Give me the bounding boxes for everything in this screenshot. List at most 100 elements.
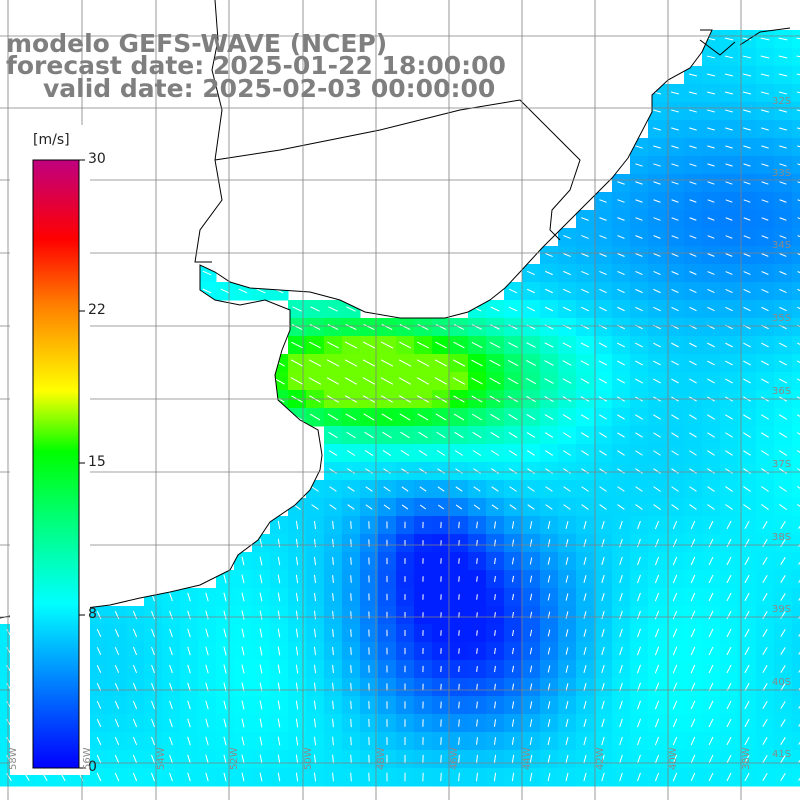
wind-arrow <box>295 736 299 746</box>
wind-arrow <box>580 306 590 312</box>
wind-arrow <box>562 414 572 420</box>
wind-arrow <box>526 306 536 312</box>
wind-arrow <box>707 468 715 474</box>
wind-arrow <box>689 253 697 257</box>
wind-arrow <box>398 359 412 367</box>
wind-arrow <box>259 772 263 782</box>
wind-arrow <box>544 378 554 384</box>
wind-arrow <box>169 772 173 782</box>
wind-arrow <box>635 181 643 185</box>
wind-arrow <box>654 736 660 746</box>
wind-arrow <box>583 520 587 530</box>
wind-arrow <box>295 556 299 566</box>
wind-arrow <box>350 736 352 746</box>
wind-arrow <box>671 253 679 257</box>
wind-arrow <box>583 700 587 710</box>
wind-arrow <box>742 91 752 95</box>
wind-arrow <box>779 342 787 348</box>
wind-arrow <box>635 217 643 221</box>
wind-arrow <box>617 181 625 185</box>
wind-arrow <box>599 504 607 510</box>
wind-arrow <box>350 700 352 710</box>
wind-arrow <box>435 341 447 349</box>
wind-arrow <box>259 592 263 602</box>
wind-arrow <box>313 556 317 566</box>
wind-arrow <box>223 592 227 602</box>
wind-arrow <box>527 270 535 276</box>
wind-arrow <box>726 736 732 746</box>
wind-arrow <box>744 538 750 548</box>
wind-arrow <box>637 556 641 566</box>
colorbar-label-30: 30 <box>88 151 106 167</box>
wind-arrow <box>493 772 497 782</box>
wind-arrow <box>329 504 337 510</box>
wind-arrow <box>512 629 514 637</box>
wind-arrow <box>744 574 750 584</box>
wind-cell <box>792 480 800 499</box>
wind-arrow <box>529 719 533 727</box>
wind-arrow <box>350 539 352 547</box>
wind-arrow <box>187 718 191 728</box>
wind-cell <box>792 606 800 625</box>
wind-arrow <box>494 683 496 691</box>
wind-arrow <box>797 199 800 202</box>
wind-arrow <box>491 486 499 492</box>
wind-arrow <box>743 342 751 348</box>
wind-arrow <box>743 486 751 492</box>
wind-arrow <box>599 468 607 474</box>
wind-arrow <box>779 253 787 257</box>
lon-label-50w: 50W <box>303 747 314 770</box>
wind-arrow <box>508 342 518 348</box>
wind-arrow <box>690 592 696 602</box>
wind-arrow <box>241 772 245 782</box>
wind-cell <box>792 174 800 193</box>
wind-cell <box>792 696 800 715</box>
wind-arrow <box>187 664 191 674</box>
wind-arrow <box>726 520 732 530</box>
wind-arrow <box>187 736 191 746</box>
wind-arrow <box>308 359 322 367</box>
wind-arrow <box>671 288 679 294</box>
wind-arrow <box>493 737 497 745</box>
wind-arrow <box>654 610 660 620</box>
lat-label-34s: 34S <box>772 240 792 251</box>
wind-arrow <box>295 520 299 530</box>
wind-arrow <box>798 723 800 727</box>
wind-arrow <box>635 306 643 312</box>
wind-arrow <box>581 450 589 456</box>
wind-arrow <box>744 682 750 692</box>
wind-arrow <box>671 235 679 239</box>
wind-arrow <box>563 235 571 239</box>
wind-arrow <box>796 55 800 58</box>
wind-arrow <box>241 592 245 602</box>
wind-arrow <box>743 145 751 149</box>
wind-arrow <box>494 557 496 565</box>
wind-arrow <box>509 468 517 474</box>
wind-cell <box>792 84 800 103</box>
wind-arrow <box>635 253 643 257</box>
wind-arrow <box>796 73 800 76</box>
wind-arrow <box>689 450 697 456</box>
wind-arrow <box>400 450 410 456</box>
wind-arrow <box>565 520 569 530</box>
wind-arrow <box>601 664 605 674</box>
wind-arrow <box>619 592 623 602</box>
lon-label-48w: 48W <box>376 747 387 770</box>
wind-arrow <box>671 450 679 456</box>
wind-arrow <box>653 504 661 510</box>
wind-arrow <box>725 360 733 366</box>
wind-arrow <box>725 217 733 221</box>
wind-arrow <box>290 359 304 367</box>
wind-arrow <box>472 324 482 330</box>
wind-arrow <box>707 342 715 348</box>
wind-arrow <box>313 592 317 602</box>
wind-arrow <box>635 342 643 348</box>
wind-cell <box>792 552 800 571</box>
wind-arrow <box>150 754 156 764</box>
wind-arrow <box>743 450 751 456</box>
wind-arrow <box>778 450 788 456</box>
wind-arrow <box>760 55 770 59</box>
wind-arrow <box>565 539 569 547</box>
wind-arrow <box>529 593 533 601</box>
wind-arrow <box>617 450 625 456</box>
